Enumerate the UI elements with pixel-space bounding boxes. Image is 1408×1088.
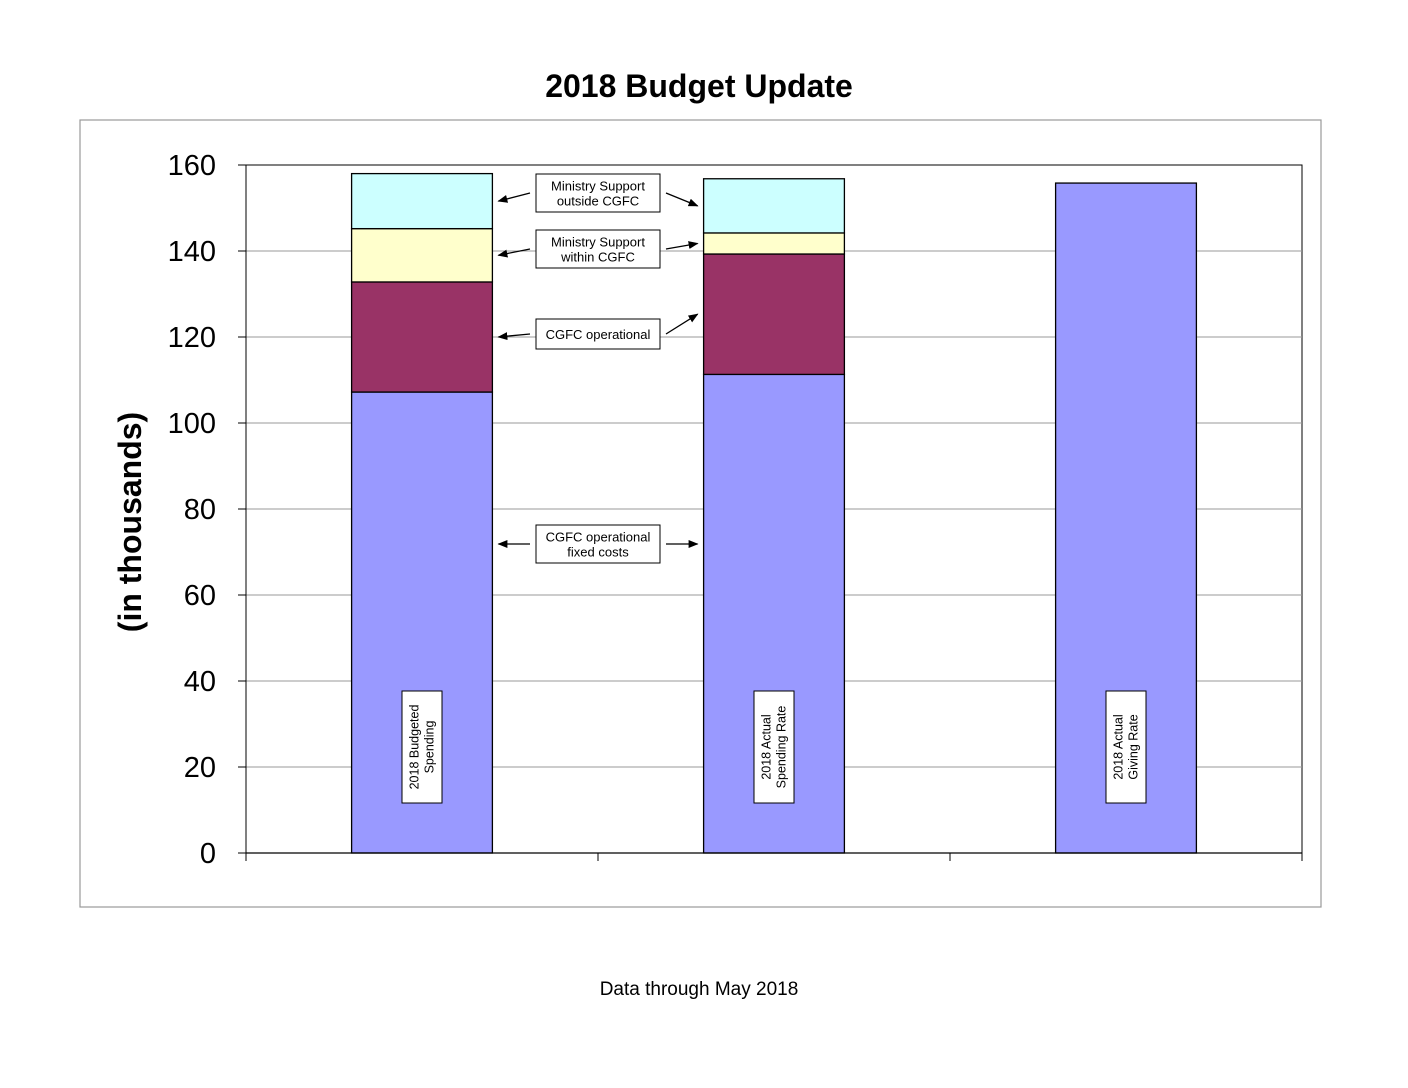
bar-category-label: 2018 ActualSpending Rate xyxy=(760,706,789,789)
y-tick-label: 0 xyxy=(200,838,216,870)
chart-title: 2018 Budget Update xyxy=(545,68,853,104)
annotation-text: CGFC operational xyxy=(546,327,651,342)
annotations: Ministry Support outside CGFC Ministry Sup… xyxy=(497,173,699,564)
annotation-box xyxy=(535,229,661,269)
y-tick-label: 160 xyxy=(168,150,216,182)
y-tick-label: 20 xyxy=(184,752,216,784)
annotation-arrow-right xyxy=(665,241,699,250)
bar-segment-within xyxy=(350,227,494,283)
annotation-arrow-right xyxy=(665,313,699,335)
annotation-arrow-right xyxy=(665,192,699,207)
y-tick-label: 100 xyxy=(168,408,216,440)
annotation-box xyxy=(535,318,661,350)
bar-segment-within xyxy=(702,232,846,255)
y-tick-labels: 0 20 40 60 80 100 120 140 160 xyxy=(168,150,216,870)
annotation-arrow-left xyxy=(497,332,531,341)
y-tick-label: 60 xyxy=(184,580,216,612)
bar-label-box xyxy=(401,690,443,804)
annotation-text: Ministry Support within CGFC xyxy=(551,235,645,265)
annotation-box xyxy=(535,173,661,213)
bar-category-label: 2018 BudgetedSpending xyxy=(408,705,437,790)
annotation-box xyxy=(535,524,661,564)
y-tick-label: 80 xyxy=(184,494,216,526)
bar-segment-outside xyxy=(702,178,846,234)
bar-segment-operational xyxy=(350,281,494,393)
y-axis-label: (in thousands) xyxy=(112,412,148,632)
y-tick-label: 40 xyxy=(184,666,216,698)
annotation-text: Ministry Support outside CGFC xyxy=(551,179,645,209)
bar-label-box xyxy=(753,690,795,804)
y-tick-label: 140 xyxy=(168,236,216,268)
annotation-arrow-left xyxy=(497,192,531,203)
bar-category-label: 2018 ActualGiving Rate xyxy=(1112,714,1141,779)
y-tick-label: 120 xyxy=(168,322,216,354)
bar-segment-outside xyxy=(350,172,494,230)
annotation-arrow-left xyxy=(497,248,531,258)
bar-segment-operational xyxy=(702,253,846,376)
footer-note: Data through May 2018 xyxy=(600,979,799,1000)
axes xyxy=(238,164,1303,861)
annotation-text: CGFC operational fixed costs xyxy=(546,530,651,560)
bar-label-box xyxy=(1105,690,1147,804)
bar-labels: 2018 BudgetedSpending 2018 ActualSpending… xyxy=(401,690,1147,804)
